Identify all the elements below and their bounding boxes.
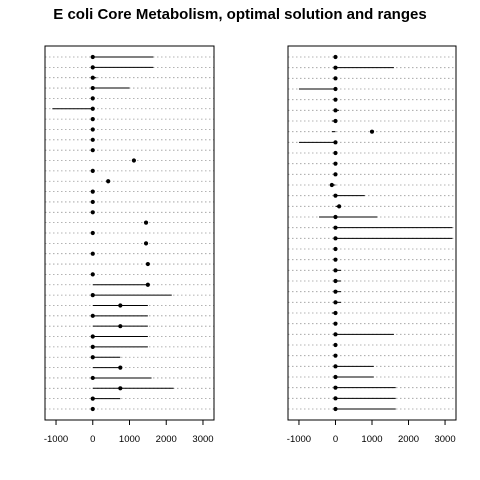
optimal-point <box>333 396 338 401</box>
optimal-point <box>333 161 338 166</box>
optimal-point <box>333 76 338 81</box>
optimal-point <box>90 189 95 194</box>
optimal-point <box>333 353 338 358</box>
left-panel: -1000 0 1000 2000 3000 <box>44 45 215 445</box>
x-tick-label: 0 <box>90 434 95 445</box>
x-tick-label: 3000 <box>434 434 455 445</box>
x-tick-label: 1000 <box>119 434 140 445</box>
x-tick-label: 2000 <box>156 434 177 445</box>
optimal-point <box>333 54 338 60</box>
optimal-point <box>333 321 338 326</box>
optimal-point <box>131 158 137 163</box>
plot-frame <box>287 45 457 421</box>
x-tick-label: -1000 <box>287 434 311 445</box>
optimal-point <box>333 65 338 70</box>
optimal-point <box>333 172 338 177</box>
optimal-point <box>90 375 95 381</box>
optimal-point <box>90 117 95 122</box>
optimal-point <box>333 150 338 156</box>
optimal-point <box>90 293 95 298</box>
optimal-point <box>145 282 150 287</box>
optimal-point <box>118 365 123 370</box>
optimal-point <box>90 96 95 101</box>
optimal-point <box>145 261 150 267</box>
optimal-point <box>333 140 338 145</box>
optimal-point <box>90 313 95 318</box>
optimal-point <box>90 127 95 132</box>
optimal-point <box>90 406 95 412</box>
optimal-point <box>333 332 338 337</box>
optimal-point <box>333 108 338 113</box>
optimal-point <box>90 54 95 60</box>
optimal-point <box>369 129 375 134</box>
x-tick-label: 1000 <box>361 434 382 445</box>
optimal-point <box>337 204 342 209</box>
optimal-point <box>333 278 338 284</box>
optimal-point <box>333 310 338 316</box>
optimal-point <box>90 137 95 142</box>
optimal-point <box>90 230 95 236</box>
optimal-point <box>90 355 95 360</box>
optimal-point <box>333 97 338 102</box>
chart-title: E coli Core Metabolism, optimal solution… <box>53 6 426 23</box>
optimal-point <box>90 148 95 153</box>
optimal-point <box>333 289 338 294</box>
optimal-point <box>333 86 338 92</box>
optimal-point <box>333 406 338 412</box>
optimal-point <box>333 193 338 198</box>
optimal-point <box>333 246 338 252</box>
optimal-point <box>329 182 334 188</box>
optimal-point <box>106 179 111 184</box>
optimal-point <box>333 342 338 348</box>
optimal-point <box>90 75 95 80</box>
optimal-point <box>90 85 95 91</box>
optimal-point <box>333 257 338 262</box>
x-tick-label: 3000 <box>192 434 213 445</box>
x-tick-label: 2000 <box>398 434 419 445</box>
optimal-point <box>333 236 338 241</box>
optimal-point <box>333 385 338 390</box>
x-tick-label: -1000 <box>44 434 68 445</box>
optimal-point <box>90 334 95 339</box>
right-panel: -1000 0 1000 2000 3000 <box>287 45 457 445</box>
optimal-point <box>90 272 95 277</box>
optimal-point <box>118 386 123 391</box>
optimal-point <box>90 210 95 215</box>
optimal-point <box>333 374 338 380</box>
optimal-point <box>333 364 338 369</box>
optimal-point <box>143 241 149 246</box>
optimal-point <box>118 303 123 308</box>
optimal-point <box>333 214 338 220</box>
optimal-point <box>118 324 123 329</box>
optimal-point <box>90 65 95 70</box>
optimal-point <box>90 251 95 256</box>
optimal-point <box>143 220 149 225</box>
optimal-point <box>333 268 338 273</box>
optimal-point <box>90 344 95 349</box>
optimal-point <box>333 225 338 230</box>
optimal-point <box>90 168 95 173</box>
optimal-point <box>90 396 95 401</box>
optimal-point <box>333 118 338 124</box>
optimal-point <box>90 199 95 205</box>
optimal-point <box>90 106 95 111</box>
optimal-point <box>333 300 338 305</box>
x-tick-label: 0 <box>333 434 338 445</box>
